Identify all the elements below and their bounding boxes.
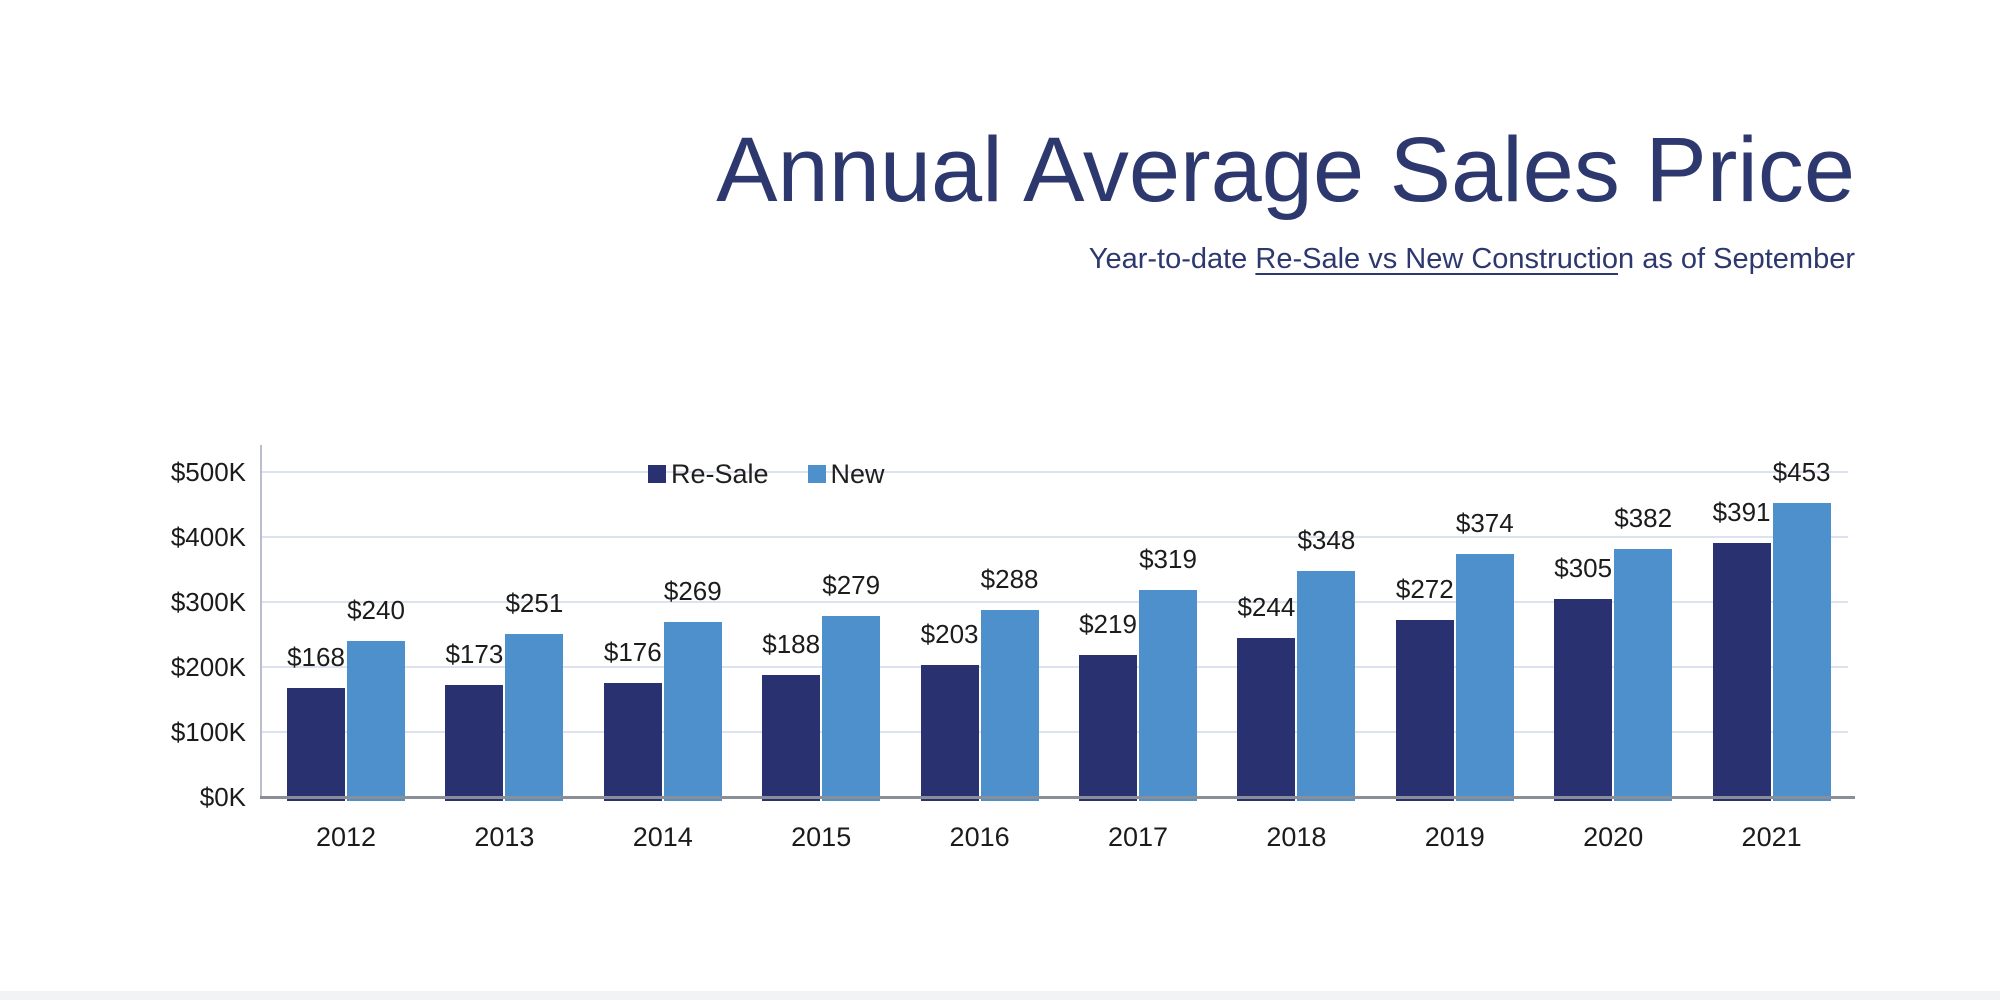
legend-label: New bbox=[830, 459, 885, 489]
legend-item-resale: Re-Sale bbox=[648, 461, 769, 488]
bar-new-2013 bbox=[505, 634, 564, 801]
bar-new-2018 bbox=[1297, 571, 1356, 801]
bar-value-label: $391 bbox=[1712, 497, 1771, 527]
legend-swatch-resale bbox=[648, 465, 666, 483]
bar-new-2017 bbox=[1139, 590, 1197, 801]
bar-value-label: $188 bbox=[762, 629, 821, 659]
x-tick-label: 2012 bbox=[315, 822, 377, 852]
x-tick-label: 2018 bbox=[1266, 822, 1327, 852]
subtitle-underlined-text: Re-Sale vs New Constructio bbox=[1255, 243, 1619, 275]
bar-new-2019 bbox=[1455, 554, 1514, 801]
legend-label: Re-Sale bbox=[671, 459, 769, 489]
x-tick-label: 2017 bbox=[1107, 822, 1169, 852]
bar-value-label: $168 bbox=[287, 642, 345, 672]
bar-resale-2013 bbox=[445, 685, 504, 801]
gridline bbox=[261, 731, 1848, 733]
x-tick-label: 2019 bbox=[1424, 822, 1485, 852]
slide-bottom-edge bbox=[0, 991, 2000, 1000]
bar-new-2014 bbox=[663, 622, 722, 801]
y-tick-label: $200K bbox=[170, 652, 246, 682]
legend-item-new: New bbox=[807, 459, 885, 489]
gridline bbox=[261, 536, 1848, 538]
bar-resale-2012 bbox=[287, 688, 345, 801]
bar-value-label: $453 bbox=[1772, 457, 1831, 487]
bar-value-label: $288 bbox=[980, 564, 1039, 594]
x-tick-label: 2015 bbox=[791, 822, 852, 852]
bar-value-label: $244 bbox=[1237, 592, 1296, 622]
bar-value-label: $348 bbox=[1297, 525, 1356, 555]
bar-value-label: $219 bbox=[1079, 609, 1137, 639]
bar-new-2012 bbox=[347, 641, 405, 801]
bar-new-2021 bbox=[1772, 503, 1831, 801]
bar-resale-2020 bbox=[1554, 599, 1613, 801]
bar-value-label: $272 bbox=[1395, 574, 1454, 604]
bar-value-label: $279 bbox=[822, 570, 881, 600]
bar-value-label: $173 bbox=[445, 639, 504, 669]
y-tick-label: $100K bbox=[170, 717, 246, 747]
bar-resale-2021 bbox=[1712, 543, 1771, 801]
x-tick-label: 2013 bbox=[474, 822, 535, 852]
bar-value-label: $305 bbox=[1554, 553, 1613, 583]
gridline bbox=[261, 601, 1848, 603]
x-tick-label: 2021 bbox=[1741, 822, 1802, 852]
bar-value-label: $269 bbox=[663, 576, 722, 606]
gridline bbox=[261, 666, 1848, 668]
y-tick-label: $0K bbox=[199, 782, 246, 812]
bar-new-2016 bbox=[980, 610, 1039, 801]
bar-resale-2017 bbox=[1079, 655, 1137, 801]
x-tick-label: 2014 bbox=[632, 822, 693, 852]
gridline bbox=[261, 471, 1848, 473]
bar-resale-2018 bbox=[1237, 638, 1296, 801]
bar-resale-2015 bbox=[762, 675, 821, 801]
bar-value-label: $203 bbox=[920, 619, 979, 649]
y-tick-label: $400K bbox=[170, 522, 246, 552]
bar-value-label: $251 bbox=[505, 588, 564, 618]
bar-value-label: $176 bbox=[603, 637, 662, 667]
bar-value-label: $382 bbox=[1614, 503, 1673, 533]
subtitle-text-prefix: Year-to-date bbox=[1088, 243, 1256, 275]
bar-resale-2014 bbox=[603, 683, 662, 801]
y-axis-line bbox=[260, 445, 262, 799]
legend-swatch-new bbox=[807, 465, 826, 483]
bar-new-2020 bbox=[1614, 549, 1673, 801]
bar-value-label: $319 bbox=[1139, 544, 1197, 574]
x-tick-label: 2016 bbox=[949, 822, 1010, 852]
y-tick-label: $500K bbox=[170, 457, 246, 487]
bar-resale-2019 bbox=[1395, 620, 1454, 801]
bar-value-label: $240 bbox=[347, 595, 405, 625]
chart-legend: Re-Sale New bbox=[648, 461, 885, 488]
bar-resale-2016 bbox=[920, 665, 979, 801]
x-tick-label: 2020 bbox=[1583, 822, 1644, 852]
x-axis-line bbox=[260, 796, 1855, 799]
chart-title: Annual Average Sales Price bbox=[716, 119, 1855, 221]
y-tick-label: $300K bbox=[170, 587, 246, 617]
bar-value-label: $374 bbox=[1455, 508, 1514, 538]
chart-subtitle: Year-to-date Re-Sale vs New Construction… bbox=[200, 243, 1855, 276]
subtitle-text-suffix: n as of September bbox=[1618, 243, 1855, 275]
bar-new-2015 bbox=[822, 616, 881, 801]
